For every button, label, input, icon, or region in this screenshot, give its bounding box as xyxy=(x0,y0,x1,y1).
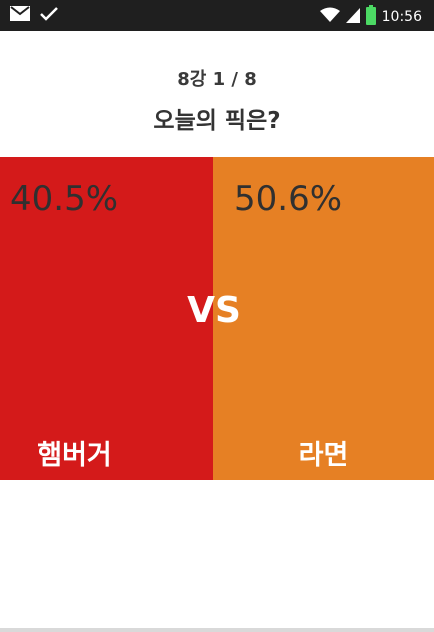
status-bar: 10:56 xyxy=(0,0,434,31)
round-label: 8강 1 / 8 xyxy=(177,69,257,90)
choice-right-label: 라면 xyxy=(298,440,349,471)
check-icon xyxy=(40,6,58,25)
status-bar-notifications xyxy=(10,6,58,25)
wifi-icon xyxy=(319,7,340,27)
vs-label: VS xyxy=(187,290,241,331)
status-bar-system: 10:56 xyxy=(319,5,422,29)
choice-left-hamburger[interactable]: 40.5% 햄버거 xyxy=(0,157,213,480)
choice-right-ramen[interactable]: 50.6% 라면 xyxy=(213,157,434,480)
mail-icon xyxy=(10,6,30,25)
choice-right-percent: 50.6% xyxy=(234,179,343,219)
bottom-divider xyxy=(0,628,434,632)
question-header: 8강 1 / 8 오늘의 픽은? xyxy=(0,31,434,157)
question-title: 오늘의 픽은? xyxy=(153,108,281,134)
battery-icon xyxy=(365,5,376,29)
choice-left-label: 햄버거 xyxy=(37,440,112,471)
clock-time: 10:56 xyxy=(381,9,422,25)
signal-icon xyxy=(345,7,360,27)
choice-left-percent: 40.5% xyxy=(10,179,119,219)
match-card: 40.5% 햄버거 50.6% 라면 VS xyxy=(0,157,434,480)
